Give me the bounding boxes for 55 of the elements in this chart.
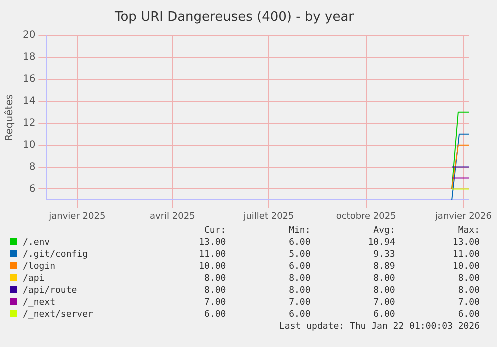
text: 6.00: [204, 309, 226, 321]
text: 6.00: [457, 309, 480, 321]
y-tick-label: 10: [22, 140, 36, 151]
text: Max:: [457, 225, 480, 237]
y-tick-label: 8: [29, 162, 36, 173]
text: 7.00: [372, 297, 396, 309]
y-tick-label: 18: [22, 52, 36, 64]
text: 9.33: [372, 249, 396, 261]
legend-label: /login: [22, 261, 57, 273]
text: Min:: [288, 225, 311, 237]
x-tick-label: janvier 2025: [48, 212, 106, 222]
legend-label: /_next/server: [22, 309, 94, 321]
y-tick-label: 16: [22, 74, 36, 86]
y-tick-label: 12: [22, 118, 36, 129]
text: 6.00: [288, 237, 311, 249]
chart-title: Top URI Dangereuses (400) - by year: [114, 10, 355, 26]
text: 11.00: [198, 249, 226, 261]
text: 8.00: [204, 273, 226, 285]
text: 10.00: [452, 261, 480, 273]
legend-label: /_next: [22, 297, 57, 309]
text: 8.00: [457, 285, 480, 297]
text: Cur:: [204, 225, 226, 237]
y-axis-title: Requêtes: [4, 94, 16, 142]
legend-label: /api/route: [22, 285, 78, 297]
legend-label: /.env: [22, 237, 52, 249]
text: 8.00: [372, 273, 396, 285]
text: 6.00: [288, 309, 311, 321]
x-tick-label: octobre 2025: [336, 212, 396, 222]
text: 10.94: [367, 237, 396, 249]
text: 13.00: [198, 237, 226, 249]
text: 6.00: [288, 261, 311, 273]
text: 6.00: [372, 309, 396, 321]
text: Avg:: [372, 225, 396, 237]
legend-label: /.git/config: [22, 249, 90, 261]
text: 5.00: [288, 249, 311, 261]
text: 10.00: [198, 261, 226, 273]
text: 8.00: [372, 285, 396, 297]
text: 13.00: [452, 237, 480, 249]
legend-label: /api: [22, 273, 46, 285]
text: 8.00: [204, 285, 226, 297]
text: 8.00: [288, 285, 311, 297]
x-tick-label: janvier 2026: [434, 212, 492, 222]
text: 7.00: [457, 297, 480, 309]
text: 8.89: [372, 261, 396, 273]
y-tick-label: 14: [22, 96, 36, 108]
x-tick-label: juillet 2025: [242, 212, 294, 222]
text: 8.00: [457, 273, 480, 285]
text: 8.00: [288, 273, 311, 285]
text: Last update: Thu Jan 22 01:00:03 2026: [278, 321, 480, 333]
y-tick-label: 20: [22, 30, 36, 42]
text: 7.00: [204, 297, 226, 309]
text: 11.00: [452, 249, 480, 261]
text: 7.00: [288, 297, 311, 309]
y-tick-label: 6: [29, 184, 36, 195]
x-tick-label: avril 2025: [150, 212, 196, 222]
